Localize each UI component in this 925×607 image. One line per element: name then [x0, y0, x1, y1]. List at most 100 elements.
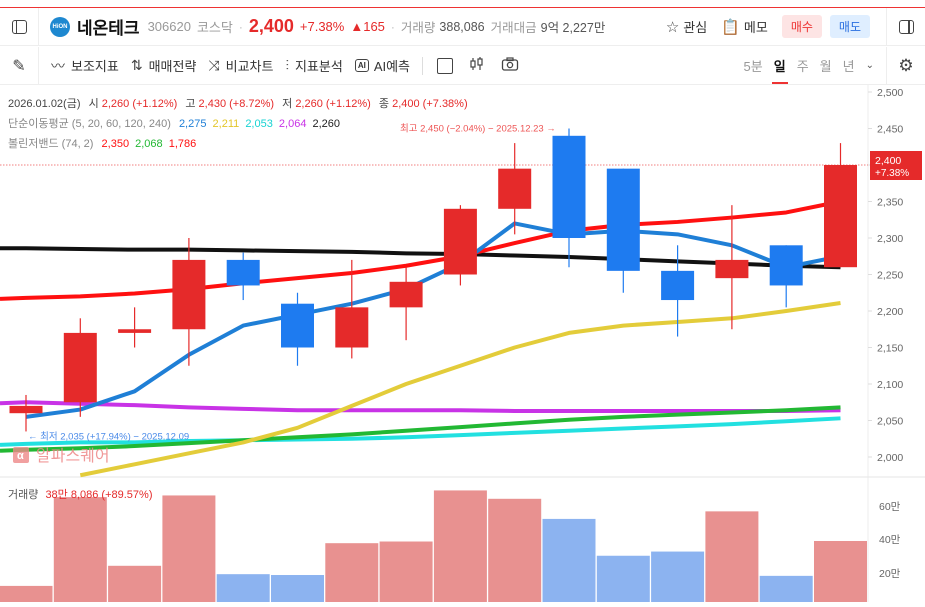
ohlc-legend: 2026.01.02(금) 시 2,260 (+1.12%) 고 2,430 (… — [8, 95, 468, 111]
bb-mid-value: 2,068 — [135, 138, 163, 150]
candle-body — [769, 245, 803, 286]
ma240-value: 2,260 — [312, 118, 341, 130]
low-label: 저 — [282, 98, 293, 110]
strategy-icon: ⇅ — [130, 57, 143, 73]
bb-params: (74, 2) — [61, 138, 94, 150]
close-label: 종 — [378, 98, 390, 110]
ma120-line — [0, 400, 841, 414]
buy-button[interactable]: 매수 — [781, 15, 822, 38]
volume-bar — [542, 518, 596, 602]
candle-body — [335, 307, 369, 348]
candle-body — [63, 332, 97, 403]
tool-compare[interactable]: ⤨ 비교차트 — [208, 56, 273, 75]
y-tick-label: 2,150 — [877, 343, 903, 355]
high-label: 고 — [185, 98, 196, 110]
indicator-icon: 〰 — [51, 57, 65, 74]
drawing-tool-button[interactable]: ✎ — [0, 46, 39, 85]
tool-analysis[interactable]: ⫶ 지표분석 — [285, 56, 342, 75]
chart-settings-button[interactable]: ⚙ — [886, 46, 925, 85]
screenshot-button[interactable] — [501, 56, 519, 76]
tool-label: AI예측 — [373, 59, 411, 74]
tool-ai-forecast[interactable]: AI AI예측 — [354, 56, 411, 75]
y-tick-label: 2,450 — [877, 124, 903, 136]
bollinger-legend[interactable]: 볼린저밴드 (74, 2) 2,350 2,068 1,786 — [8, 135, 196, 151]
volume-bar — [271, 575, 324, 602]
y-tick-label: 2,200 — [877, 306, 903, 318]
legend-date: 2026.01.02(금) — [8, 98, 81, 110]
watchlist-button[interactable]: ☆ 관심 — [666, 17, 707, 36]
stock-logo: HiON — [50, 16, 70, 37]
close-value: 2,400 (+7.38%) — [392, 98, 468, 110]
tool-label: 보조지표 — [71, 59, 119, 74]
y-tick-label: 2,050 — [877, 416, 903, 428]
candlestick-type-button[interactable] — [469, 56, 485, 76]
trade-value: 9억 2,227만 — [540, 21, 606, 35]
watermark-text: 알파스퀘어 — [36, 447, 110, 465]
volume-bar — [0, 585, 53, 602]
tool-label: 매매전략 — [148, 59, 197, 74]
tool-strategy[interactable]: ⇅ 매매전략 — [131, 56, 197, 75]
separator-dot: · — [390, 19, 395, 34]
volume-label: 거래량 — [400, 21, 436, 35]
period-dropdown-chevron-icon[interactable]: ⌄ — [865, 60, 874, 71]
period-year[interactable]: 년 — [842, 59, 855, 74]
tool-label: 비교차트 — [225, 59, 274, 74]
period-week[interactable]: 주 — [796, 59, 809, 74]
star-icon: ☆ — [665, 18, 680, 36]
separator-dot: · — [238, 19, 243, 34]
ma5-line — [25, 221, 841, 419]
market-name: 코스닥 — [196, 20, 233, 35]
low-value: 2,260 (+1.12%) — [295, 98, 371, 110]
candle-body — [172, 259, 206, 330]
ma20-value: 2,211 — [212, 118, 240, 130]
volume-tick-label: 20만 — [879, 568, 901, 580]
low-marker-label: ← 최저 2,035 (+17.94%) − 2025.12.09 — [28, 431, 189, 442]
volume-bar — [488, 498, 542, 602]
sell-button[interactable]: 매도 — [829, 15, 870, 38]
ai-icon: AI — [354, 59, 369, 72]
ma240-line — [0, 246, 841, 270]
y-tick-label: 2,100 — [877, 379, 903, 391]
watermark-logo-icon — [13, 447, 29, 463]
tool-indicators[interactable]: 〰 보조지표 — [51, 56, 119, 76]
layout-square-button[interactable] — [437, 57, 454, 74]
period-day[interactable]: 일 — [771, 47, 788, 84]
gear-icon: ⚙ — [898, 55, 914, 75]
price-chart-area[interactable]: 2,500 2,450 2,400 2,350 2,300 2,250 2,200 2,150… — [0, 85, 925, 602]
current-price-tag-value: 2,400 — [875, 155, 901, 167]
volume-bar — [596, 555, 650, 602]
bb-mid-line — [0, 405, 841, 453]
watermark-alpha-glyph: α — [17, 450, 24, 462]
toggle-right-panel-button[interactable] — [886, 7, 925, 46]
ma20-line — [79, 300, 841, 478]
candle-body — [9, 405, 43, 414]
ma-label: 단순이동평균 — [8, 118, 69, 130]
volume-bar — [433, 490, 487, 602]
toolbar-divider — [422, 56, 424, 75]
candle-body — [715, 259, 749, 279]
stock-code: 306620 — [147, 19, 191, 34]
ma-params: (5, 20, 60, 120, 240) — [71, 118, 171, 130]
period-5min[interactable]: 5분 — [743, 59, 763, 74]
candlestick-chart[interactable]: 2,500 2,450 2,400 2,350 2,300 2,250 2,200 2,150… — [0, 85, 925, 602]
volume-bar — [814, 540, 867, 602]
candle-body — [443, 208, 477, 275]
compare-icon: ⤨ — [208, 57, 220, 73]
volume-legend: 거래량 38만 8,086 (+89.57%) — [8, 486, 153, 502]
stock-name[interactable]: 네온테크 — [77, 19, 140, 38]
y-tick-label: 2,300 — [877, 233, 903, 245]
bb-label: 볼린저밴드 — [8, 138, 59, 150]
y-tick-label: 2,000 — [877, 452, 903, 464]
open-label: 시 — [88, 98, 99, 110]
memo-button[interactable]: 📋 메모 — [721, 17, 768, 36]
volume-bar — [325, 543, 379, 602]
open-value: 2,260 (+1.12%) — [101, 98, 178, 110]
toggle-left-panel-button[interactable] — [0, 7, 39, 46]
period-month[interactable]: 월 — [819, 59, 832, 74]
volume-bar — [379, 541, 433, 602]
y-tick-label: 2,350 — [877, 197, 903, 209]
ma-legend[interactable]: 단순이동평균 (5, 20, 60, 120, 240) 2,275 2,211… — [8, 115, 340, 131]
ma60-value: 2,053 — [245, 118, 273, 130]
candle-body — [606, 168, 640, 271]
volume-bar — [162, 495, 216, 602]
